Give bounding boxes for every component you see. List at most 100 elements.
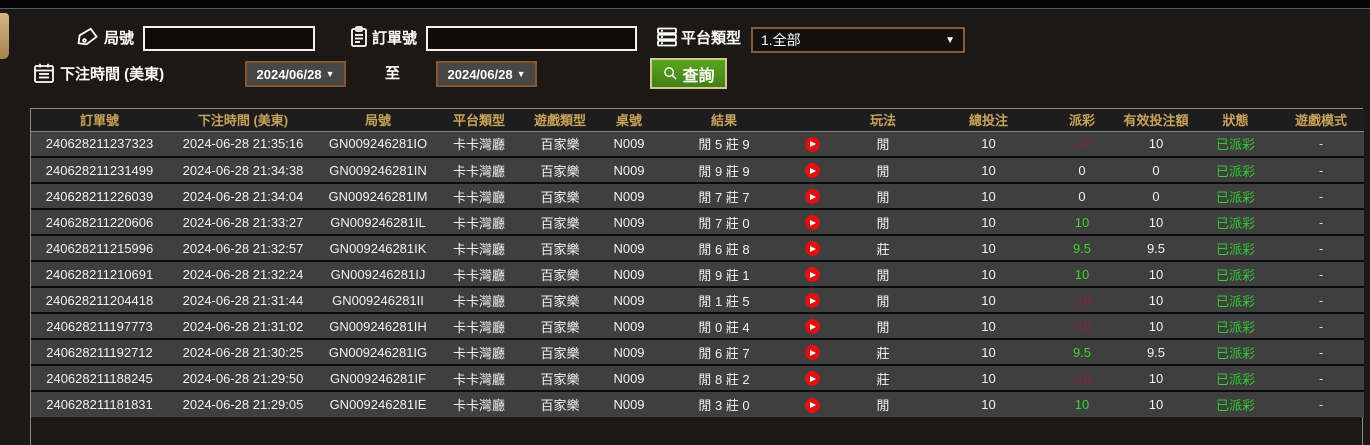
left-edge-decoration [0,13,9,59]
cell-game-no: GN009246281IJ [318,261,438,288]
replay-play-icon[interactable] [804,189,820,205]
cell-result: 閒 1 莊 5 [658,287,790,314]
cell-game-mode: - [1278,339,1364,366]
cell-result: 閒 6 莊 7 [658,339,790,366]
cell-game-no: GN009246281IE [318,391,438,417]
cell-total-bet: 10 [932,183,1045,210]
date-to-value: 2024/06/28 [447,66,513,82]
col-header-game-type: 遊戲類型 [520,109,600,132]
table-row: 240628211192712 2024-06-28 21:30:25 GN00… [31,339,1364,366]
cell-payout: 10 [1045,261,1119,288]
cell-bet-time: 2024-06-28 21:31:44 [168,287,318,314]
cell-play-type: 閒 [834,391,932,417]
cell-game-mode: - [1278,391,1364,417]
cell-status: 已派彩 [1193,365,1278,392]
cell-game-no: GN009246281IO [318,131,438,158]
cell-game-mode: - [1278,131,1364,158]
order-no-input[interactable] [426,26,637,51]
cell-game-type: 百家樂 [520,261,600,288]
cell-payout: -10 [1045,131,1119,158]
cell-table-no: N009 [600,313,658,340]
cell-game-type: 百家樂 [520,183,600,210]
cell-bet-time: 2024-06-28 21:30:25 [168,339,318,366]
cell-valid-bet: 10 [1119,313,1193,340]
cell-status: 已派彩 [1193,287,1278,314]
date-to-picker[interactable]: 2024/06/28 ▼ [436,61,537,87]
table-header-row: 訂單號 下注時間 (美東) 局號 平台類型 遊戲類型 桌號 結果 玩法 總投注 … [31,109,1364,132]
replay-play-icon[interactable] [804,293,820,309]
cell-game-mode: - [1278,209,1364,236]
cell-table-no: N009 [600,157,658,184]
cell-game-mode: - [1278,365,1364,392]
cell-status: 已派彩 [1193,391,1278,417]
cell-replay [790,261,834,288]
tag-icon [76,25,100,49]
cell-play-type: 閒 [834,183,932,210]
cell-game-no: GN009246281IG [318,339,438,366]
cell-result: 閒 7 莊 7 [658,183,790,210]
query-button[interactable]: 查詢 [650,58,727,89]
date-from-picker[interactable]: 2024/06/28 ▼ [245,61,346,87]
bet-records-table: 訂單號 下注時間 (美東) 局號 平台類型 遊戲類型 桌號 結果 玩法 總投注 … [30,108,1364,445]
replay-play-icon[interactable] [804,136,820,152]
cell-game-type: 百家樂 [520,209,600,236]
cell-bet-time: 2024-06-28 21:31:02 [168,313,318,340]
bet-time-label: 下注時間 (美東) [60,66,165,83]
cell-order-no: 240628211210691 [31,261,168,288]
cell-platform: 卡卡灣廳 [438,183,520,210]
cell-table-no: N009 [600,209,658,236]
chevron-down-icon: ▼ [325,69,335,79]
cell-platform: 卡卡灣廳 [438,235,520,262]
cell-status: 已派彩 [1193,235,1278,262]
cell-game-type: 百家樂 [520,339,600,366]
cell-replay [790,287,834,314]
date-from-value: 2024/06/28 [256,66,322,82]
replay-play-icon[interactable] [804,267,820,283]
cell-order-no: 240628211237323 [31,131,168,158]
cell-game-no: GN009246281IM [318,183,438,210]
cell-bet-time: 2024-06-28 21:29:05 [168,391,318,417]
platform-type-select[interactable]: 1.全部 ▼ [751,27,965,53]
replay-play-icon[interactable] [804,371,820,387]
cell-game-type: 百家樂 [520,391,600,417]
date-range-to-label: 至 [385,65,401,82]
game-no-input[interactable] [143,26,315,51]
cell-valid-bet: 10 [1119,287,1193,314]
replay-play-icon[interactable] [804,319,820,335]
cell-result: 閒 6 莊 8 [658,235,790,262]
cell-game-mode: - [1278,235,1364,262]
cell-total-bet: 10 [932,391,1045,417]
cell-game-mode: - [1278,287,1364,314]
cell-order-no: 240628211231499 [31,157,168,184]
cell-replay [790,391,834,417]
replay-play-icon[interactable] [804,215,820,231]
game-no-label: 局號 [104,30,135,47]
replay-play-icon[interactable] [804,345,820,361]
cell-table-no: N009 [600,183,658,210]
cell-valid-bet: 10 [1119,209,1193,236]
col-header-valid-bet: 有效投注額 [1119,109,1193,132]
cell-replay [790,339,834,366]
col-header-total-bet: 總投注 [932,109,1045,132]
cell-play-type: 閒 [834,313,932,340]
replay-play-icon[interactable] [804,241,820,257]
cell-play-type: 閒 [834,157,932,184]
cell-valid-bet: 10 [1119,261,1193,288]
col-header-platform: 平台類型 [438,109,520,132]
col-header-order-no: 訂單號 [31,109,168,132]
search-icon [664,67,678,80]
replay-play-icon[interactable] [804,397,820,413]
col-header-game-no: 局號 [318,109,438,132]
platform-type-value: 1.全部 [761,32,801,48]
server-icon [655,25,679,49]
replay-play-icon[interactable] [804,163,820,179]
cell-platform: 卡卡灣廳 [438,209,520,236]
cell-play-type: 閒 [834,209,932,236]
cell-game-no: GN009246281II [318,287,438,314]
cell-status: 已派彩 [1193,339,1278,366]
cell-order-no: 240628211220606 [31,209,168,236]
cell-game-no: GN009246281IN [318,157,438,184]
cell-platform: 卡卡灣廳 [438,313,520,340]
cell-order-no: 240628211204418 [31,287,168,314]
cell-total-bet: 10 [932,209,1045,236]
